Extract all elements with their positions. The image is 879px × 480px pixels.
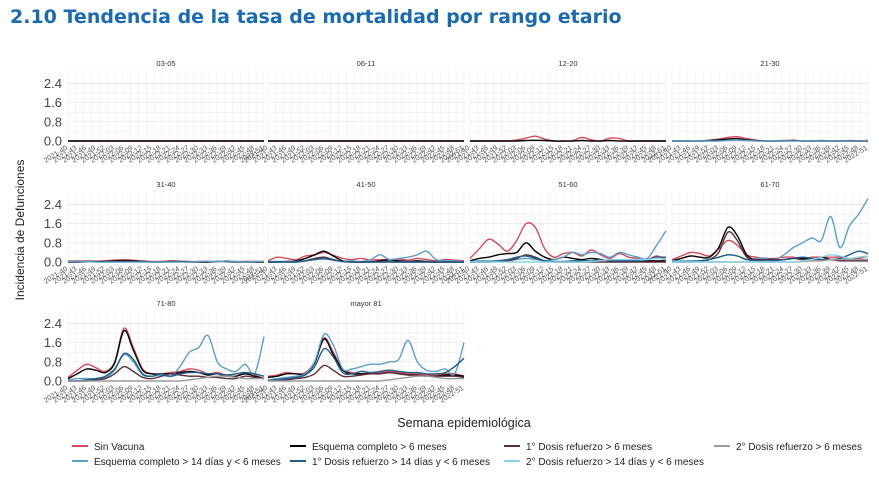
panel-mayor-81: mayor 812021-402021-432021-462021-492021…: [242, 299, 465, 405]
panel-background: [470, 191, 666, 267]
panel-strip-label: 03-05: [156, 59, 175, 68]
y-tick-label: 1.6: [44, 216, 62, 231]
legend-item: 1° Dosis refuerzo > 14 días y < 6 meses: [290, 457, 490, 468]
legend-item: 2° Dosis refuerzo > 6 meses: [714, 442, 862, 453]
y-axis-title: Incidencia de Defunciones: [13, 160, 27, 301]
series-line-sin-vacuna: [469, 222, 667, 261]
series-line-esquema-completo-6-meses: [469, 139, 666, 142]
panel-background: [672, 70, 868, 146]
panel-background: [68, 70, 264, 146]
panel-strip-label: 21-30: [760, 59, 779, 68]
panel-71-80: 71-800.00.81.62.42021-402021-432021-4620…: [42, 299, 265, 405]
legend-label: Sin Vacuna: [94, 442, 145, 453]
series-line-1-dosis-refuerzo-14-d-as-y-6-meses: [470, 255, 667, 263]
panel-strip-label: 41-50: [356, 180, 375, 189]
legend-label: 1° Dosis refuerzo > 14 días y < 6 meses: [312, 457, 490, 468]
panel-31-40: 31-400.00.81.62.42021-402021-432021-4620…: [42, 180, 265, 286]
panel-background: [68, 191, 264, 267]
y-tick-label: 0.8: [44, 114, 62, 129]
y-tick-label: 0.0: [44, 374, 62, 389]
y-tick-label: 2.4: [44, 76, 62, 91]
y-tick-label: 0.0: [44, 255, 62, 270]
series-line-2-dosis-refuerzo-6-meses: [68, 375, 264, 382]
series-line-1-dosis-refuerzo-14-d-as-y-6-meses: [267, 347, 465, 382]
legend-label: 2° Dosis refuerzo > 14 días y < 6 meses: [526, 457, 704, 468]
panel-21-30: 21-302021-402021-432021-462021-492021-52…: [646, 59, 869, 165]
y-tick-label: 2.4: [44, 197, 62, 212]
panel-strip-label: 31-40: [156, 180, 175, 189]
x-axis-title: Semana epidemiológica: [397, 416, 530, 430]
panel-strip-label: 06-11: [357, 59, 376, 68]
panel-background: [268, 70, 464, 146]
legend-item: 1° Dosis refuerzo > 6 meses: [504, 442, 652, 453]
legend-label: 1° Dosis refuerzo > 6 meses: [526, 442, 652, 453]
legend-item: Sin Vacuna: [72, 442, 145, 453]
panel-strip-label: 71-80: [156, 299, 175, 308]
y-tick-label: 0.0: [44, 134, 62, 149]
legend-label: Esquema completo > 6 meses: [312, 442, 447, 453]
y-tick-label: 0.8: [44, 235, 62, 250]
series-line-2-dosis-refuerzo-6-meses: [268, 375, 464, 382]
legend-item: Esquema completo > 6 meses: [290, 442, 447, 453]
series-line-1-dosis-refuerzo-14-d-as-y-6-meses: [268, 257, 464, 263]
y-tick-label: 0.8: [44, 354, 62, 369]
series-line-esquema-completo-14-d-as-y-6-meses: [67, 260, 265, 263]
legend-item: Esquema completo > 14 días y < 6 meses: [72, 457, 281, 468]
y-tick-label: 2.4: [44, 316, 62, 331]
panel-strip-label: 61-70: [760, 180, 779, 189]
panel-strip-label: 51-60: [558, 180, 577, 189]
panel-background: [470, 70, 666, 146]
series-line-1-dosis-refuerzo-14-d-as-y-6-meses: [67, 352, 265, 382]
panel-51-60: 51-602021-402021-432021-462021-492021-52…: [444, 180, 667, 286]
series-line-esquema-completo-14-d-as-y-6-meses: [671, 139, 869, 142]
panel-12-20: 12-202021-402021-432021-462021-492021-52…: [444, 59, 667, 165]
panel-background: [268, 191, 464, 267]
series-line-2-dosis-refuerzo-14-d-as-y-6-meses: [470, 257, 667, 263]
series-line-sin-vacuna: [267, 251, 465, 262]
legend-label: Esquema completo > 14 días y < 6 meses: [94, 457, 281, 468]
panel-03-05: 03-050.00.81.62.42021-402021-432021-4620…: [42, 59, 265, 165]
panel-41-50: 41-502021-402021-432021-462021-492021-52…: [242, 180, 465, 286]
legend-item: 2° Dosis refuerzo > 14 días y < 6 meses: [504, 457, 704, 468]
series-line-esquema-completo-14-d-as-y-6-meses: [267, 333, 465, 381]
page-title: 2.10 Tendencia de la tasa de mortalidad …: [10, 6, 622, 28]
series-line-2-dosis-refuerzo-14-d-as-y-6-meses: [672, 254, 869, 263]
panel-06-11: 06-112021-402021-432021-462021-492021-52…: [242, 59, 465, 165]
panel-61-70: 61-702021-402021-432021-462021-492021-52…: [646, 180, 869, 286]
panel-strip-label: 12-20: [558, 59, 577, 68]
legend-label: 2° Dosis refuerzo > 6 meses: [736, 442, 862, 453]
y-tick-label: 1.6: [44, 335, 62, 350]
panel-strip-label: mayor 81: [350, 299, 381, 308]
y-tick-label: 1.6: [44, 95, 62, 110]
